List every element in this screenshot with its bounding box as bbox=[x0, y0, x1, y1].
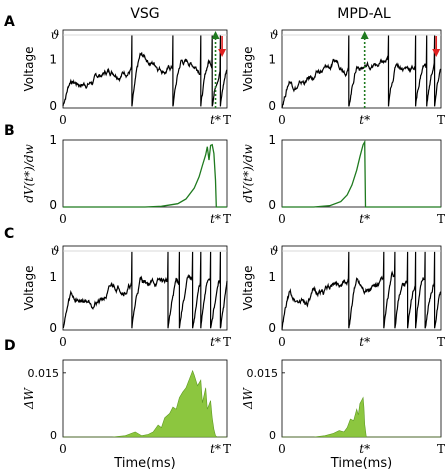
y-tick-label-0: 0 bbox=[269, 429, 276, 442]
x-tick-label-T: T bbox=[437, 212, 445, 226]
threshold-label: ϑ bbox=[51, 244, 60, 258]
y-tick-label-1: 1 bbox=[49, 270, 57, 284]
panel-letter-d: D bbox=[4, 338, 16, 354]
green-arrow-head bbox=[211, 31, 220, 39]
x-tick-label-0: 0 bbox=[278, 212, 286, 226]
x-tick-label-T: T bbox=[437, 113, 445, 127]
x-tick-label-0: 0 bbox=[59, 335, 67, 349]
x-tick-label-tstar: t* bbox=[359, 113, 370, 127]
y-axis-label: dV(t*)/dw bbox=[22, 144, 36, 203]
axes-frame bbox=[62, 29, 228, 109]
x-axis-label: Time(ms) bbox=[330, 456, 392, 471]
y-tick-label-1: 1 bbox=[268, 133, 276, 147]
x-tick-label-T: T bbox=[223, 335, 231, 349]
derivative-line bbox=[63, 143, 227, 208]
y-axis-label: Voltage bbox=[22, 265, 36, 310]
panel-a-left: ϑ 0 1 Voltage 0 Tt* bbox=[22, 28, 231, 127]
panel-d-left: 0 0.015 ΔW 0 Tt* Time(ms) bbox=[22, 359, 231, 471]
panel-b-left: 0 1 dV(t*)/dw 0 Tt* bbox=[22, 133, 231, 226]
threshold-label: ϑ bbox=[270, 244, 279, 258]
y-axis-label: Voltage bbox=[241, 46, 255, 91]
x-tick-label-T: T bbox=[223, 113, 231, 127]
panel-letter-c: C bbox=[4, 226, 14, 242]
y-tick-label-0: 0 bbox=[49, 198, 57, 212]
red-arrow-head bbox=[432, 49, 441, 57]
panel-letter-b: B bbox=[4, 123, 15, 139]
column-title-vsg: VSG bbox=[130, 6, 159, 22]
x-tick-label-T: T bbox=[437, 335, 445, 349]
y-tick-label-0: 0 bbox=[268, 198, 276, 212]
y-tick-label-0: 0 bbox=[49, 99, 57, 113]
y-tick-label-1: 1 bbox=[268, 52, 276, 66]
x-tick-label-tstar: t* bbox=[359, 212, 370, 226]
x-tick-label-tstar: t* bbox=[210, 442, 221, 456]
voltage-trace bbox=[281, 35, 442, 109]
x-tick-label-T: T bbox=[223, 212, 231, 226]
y-tick-label-1: 0.015 bbox=[28, 367, 60, 380]
y-axis-label: ΔW bbox=[22, 386, 36, 410]
y-tick-label-1: 0.015 bbox=[247, 367, 279, 380]
y-axis-label: dV(t*)/dw bbox=[241, 144, 255, 203]
x-tick-label-tstar: t* bbox=[210, 212, 221, 226]
voltage-trace bbox=[281, 251, 442, 330]
panel-c-right: ϑ 0 1 Voltage 0 Tt* bbox=[241, 244, 445, 349]
weight-update-area bbox=[282, 396, 441, 438]
y-tick-label-0: 0 bbox=[50, 429, 57, 442]
threshold-label: ϑ bbox=[270, 28, 279, 42]
x-tick-label-tstar: t* bbox=[359, 442, 370, 456]
column-title-mpd-al: MPD-AL bbox=[337, 6, 391, 22]
threshold-label: ϑ bbox=[51, 28, 60, 42]
x-tick-label-0: 0 bbox=[59, 212, 67, 226]
x-axis-label: Time(ms) bbox=[113, 456, 175, 471]
y-tick-label-1: 1 bbox=[49, 133, 57, 147]
y-tick-label-1: 1 bbox=[49, 52, 57, 66]
axes-frame bbox=[62, 245, 228, 331]
y-tick-label-0: 0 bbox=[268, 321, 276, 335]
y-axis-label: Voltage bbox=[22, 46, 36, 91]
y-tick-label-1: 1 bbox=[268, 270, 276, 284]
axes-frame bbox=[281, 139, 442, 208]
x-tick-label-0: 0 bbox=[59, 113, 67, 127]
voltage-trace bbox=[62, 35, 228, 107]
x-tick-label-0: 0 bbox=[278, 442, 286, 456]
y-axis-label: Voltage bbox=[241, 265, 255, 310]
red-arrow-head bbox=[218, 49, 227, 57]
panel-a-right: ϑ 0 1 Voltage 0 Tt* bbox=[241, 28, 445, 127]
green-arrow-head bbox=[360, 31, 369, 39]
panel-b-right: 0 1 dV(t*)/dw 0 Tt* bbox=[241, 133, 445, 226]
x-tick-label-T: T bbox=[437, 442, 445, 456]
panel-d-right: 0 0.015 ΔW 0 Tt*Time(ms) bbox=[241, 359, 445, 471]
x-tick-label-0: 0 bbox=[278, 113, 286, 127]
x-tick-label-0: 0 bbox=[278, 335, 286, 349]
y-tick-label-0: 0 bbox=[268, 99, 276, 113]
axes-frame bbox=[281, 245, 442, 331]
weight-update-area bbox=[63, 369, 227, 438]
derivative-line bbox=[282, 139, 441, 208]
x-tick-label-0: 0 bbox=[59, 442, 67, 456]
voltage-trace bbox=[62, 251, 228, 329]
axes-frame bbox=[62, 139, 228, 208]
panel-letter-a: A bbox=[4, 14, 15, 30]
panel-c-left: ϑ 0 1 Voltage 0 Tt* bbox=[22, 244, 231, 349]
y-tick-label-0: 0 bbox=[49, 321, 57, 335]
x-tick-label-tstar: t* bbox=[210, 113, 221, 127]
x-tick-label-T: T bbox=[223, 442, 231, 456]
x-tick-label-tstar: t* bbox=[359, 335, 370, 349]
x-tick-label-tstar: t* bbox=[210, 335, 221, 349]
y-axis-label: ΔW bbox=[241, 386, 255, 410]
